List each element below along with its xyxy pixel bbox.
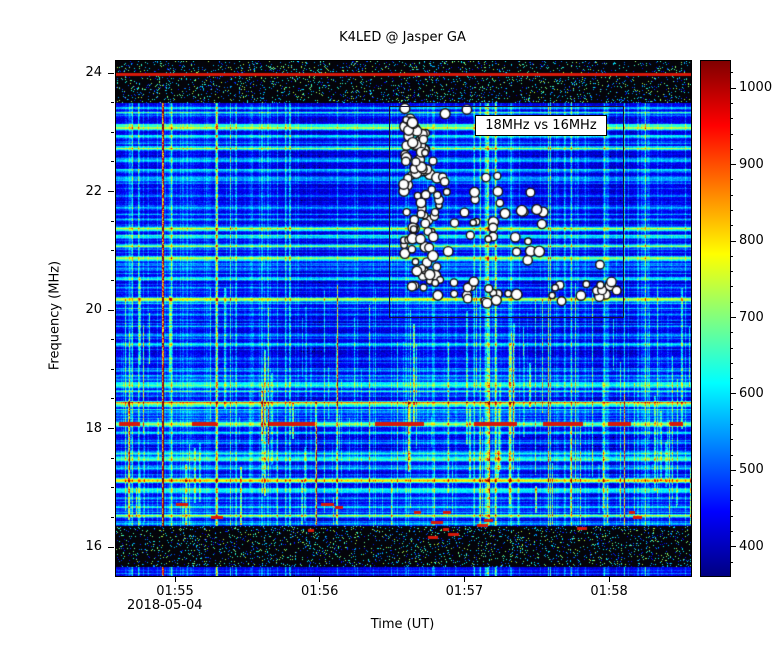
colorbar-minor-tick-mark bbox=[730, 500, 733, 502]
y-minor-tick-mark bbox=[111, 102, 114, 104]
colorbar-minor-tick-mark bbox=[730, 103, 733, 105]
y-minor-tick-mark bbox=[111, 131, 114, 133]
colorbar-tick-mark bbox=[730, 317, 736, 318]
y-axis-label: Frequency (MHz) bbox=[47, 260, 63, 371]
colorbar-tick-label: 900 bbox=[739, 156, 764, 172]
colorbar-tick-mark bbox=[730, 546, 736, 548]
y-tick-label: 22 bbox=[85, 183, 102, 199]
colorbar-minor-tick-mark bbox=[730, 454, 733, 456]
colorbar-tick-label: 800 bbox=[739, 233, 764, 249]
y-tick-label: 20 bbox=[85, 302, 102, 317]
y-minor-tick-mark bbox=[111, 516, 114, 518]
y-minor-tick-mark bbox=[111, 457, 114, 459]
x-tick-mark bbox=[319, 576, 321, 582]
colorbar-tick-mark bbox=[730, 164, 736, 166]
colorbar-tick-mark bbox=[730, 469, 736, 471]
y-tick-label: 24 bbox=[85, 65, 102, 80]
colorbar-minor-tick-mark bbox=[730, 362, 733, 364]
colorbar-tick-mark bbox=[730, 240, 736, 242]
colorbar-tick-label: 400 bbox=[739, 538, 764, 554]
colorbar-minor-tick-mark bbox=[730, 194, 733, 196]
y-minor-tick-mark bbox=[111, 368, 114, 370]
colorbar-minor-tick-mark bbox=[730, 423, 733, 425]
y-minor-tick-mark bbox=[111, 250, 114, 252]
y-minor-tick-mark bbox=[111, 487, 114, 489]
colorbar-gradient bbox=[700, 60, 731, 577]
x-tick-label: 01:55 bbox=[156, 584, 194, 599]
colorbar-minor-tick-mark bbox=[730, 255, 733, 257]
colorbar-minor-tick-mark bbox=[730, 439, 733, 441]
y-tick-mark bbox=[108, 72, 114, 74]
x-tick-mark bbox=[608, 576, 610, 582]
colorbar-minor-tick-mark bbox=[730, 515, 733, 517]
colorbar-minor-tick-mark bbox=[730, 408, 733, 410]
y-minor-tick-mark bbox=[111, 339, 114, 341]
y-minor-tick-mark bbox=[111, 220, 114, 222]
colorbar-tick-mark bbox=[730, 393, 736, 395]
colorbar-tick-mark bbox=[730, 87, 736, 89]
y-tick-label: 16 bbox=[85, 539, 102, 554]
x-tick-label: 01:57 bbox=[445, 584, 484, 599]
colorbar-tick-label: 600 bbox=[739, 385, 764, 401]
colorbar-minor-tick-mark bbox=[730, 301, 733, 303]
y-minor-tick-mark bbox=[111, 398, 114, 400]
colorbar-minor-tick-mark bbox=[730, 72, 733, 74]
colorbar-minor-tick-mark bbox=[730, 530, 733, 532]
colorbar-minor-tick-mark bbox=[730, 378, 733, 380]
colorbar-minor-tick-mark bbox=[730, 286, 733, 288]
y-tick-mark bbox=[108, 428, 114, 429]
colorbar-minor-tick-mark bbox=[730, 133, 733, 135]
x-tick-label: 01:56 bbox=[300, 584, 339, 599]
colorbar-minor-tick-mark bbox=[730, 148, 733, 150]
chart-title: K4LED @ Jasper GA bbox=[339, 30, 466, 45]
y-tick-mark bbox=[108, 309, 114, 311]
colorbar-tick-label: 500 bbox=[739, 462, 764, 478]
colorbar-tick-label: 1000 bbox=[739, 80, 773, 96]
colorbar-minor-tick-mark bbox=[730, 179, 733, 181]
plot-area: 18MHz vs 16MHz bbox=[115, 60, 692, 577]
colorbar-tick-label: 700 bbox=[739, 309, 764, 325]
colorbar-minor-tick-mark bbox=[730, 332, 733, 334]
colorbar-minor-tick-mark bbox=[730, 485, 733, 487]
colorbar-minor-tick-mark bbox=[730, 118, 733, 120]
colorbar-minor-tick-mark bbox=[730, 210, 733, 212]
y-tick-label: 18 bbox=[85, 420, 102, 436]
date-label: 2018-05-04 bbox=[127, 598, 203, 613]
spectrogram-canvas bbox=[116, 61, 691, 576]
y-tick-mark bbox=[108, 191, 114, 192]
y-tick-mark bbox=[108, 546, 114, 548]
y-minor-tick-mark bbox=[111, 161, 114, 163]
x-tick-mark bbox=[463, 576, 465, 582]
colorbar-minor-tick-mark bbox=[730, 271, 733, 273]
colorbar-minor-tick-mark bbox=[730, 225, 733, 227]
y-minor-tick-mark bbox=[111, 279, 114, 281]
x-tick-label: 01:58 bbox=[590, 584, 628, 599]
x-axis-label: Time (UT) bbox=[370, 617, 435, 632]
colorbar-minor-tick-mark bbox=[730, 561, 733, 563]
x-tick-mark bbox=[174, 576, 176, 582]
colorbar-minor-tick-mark bbox=[730, 347, 733, 349]
